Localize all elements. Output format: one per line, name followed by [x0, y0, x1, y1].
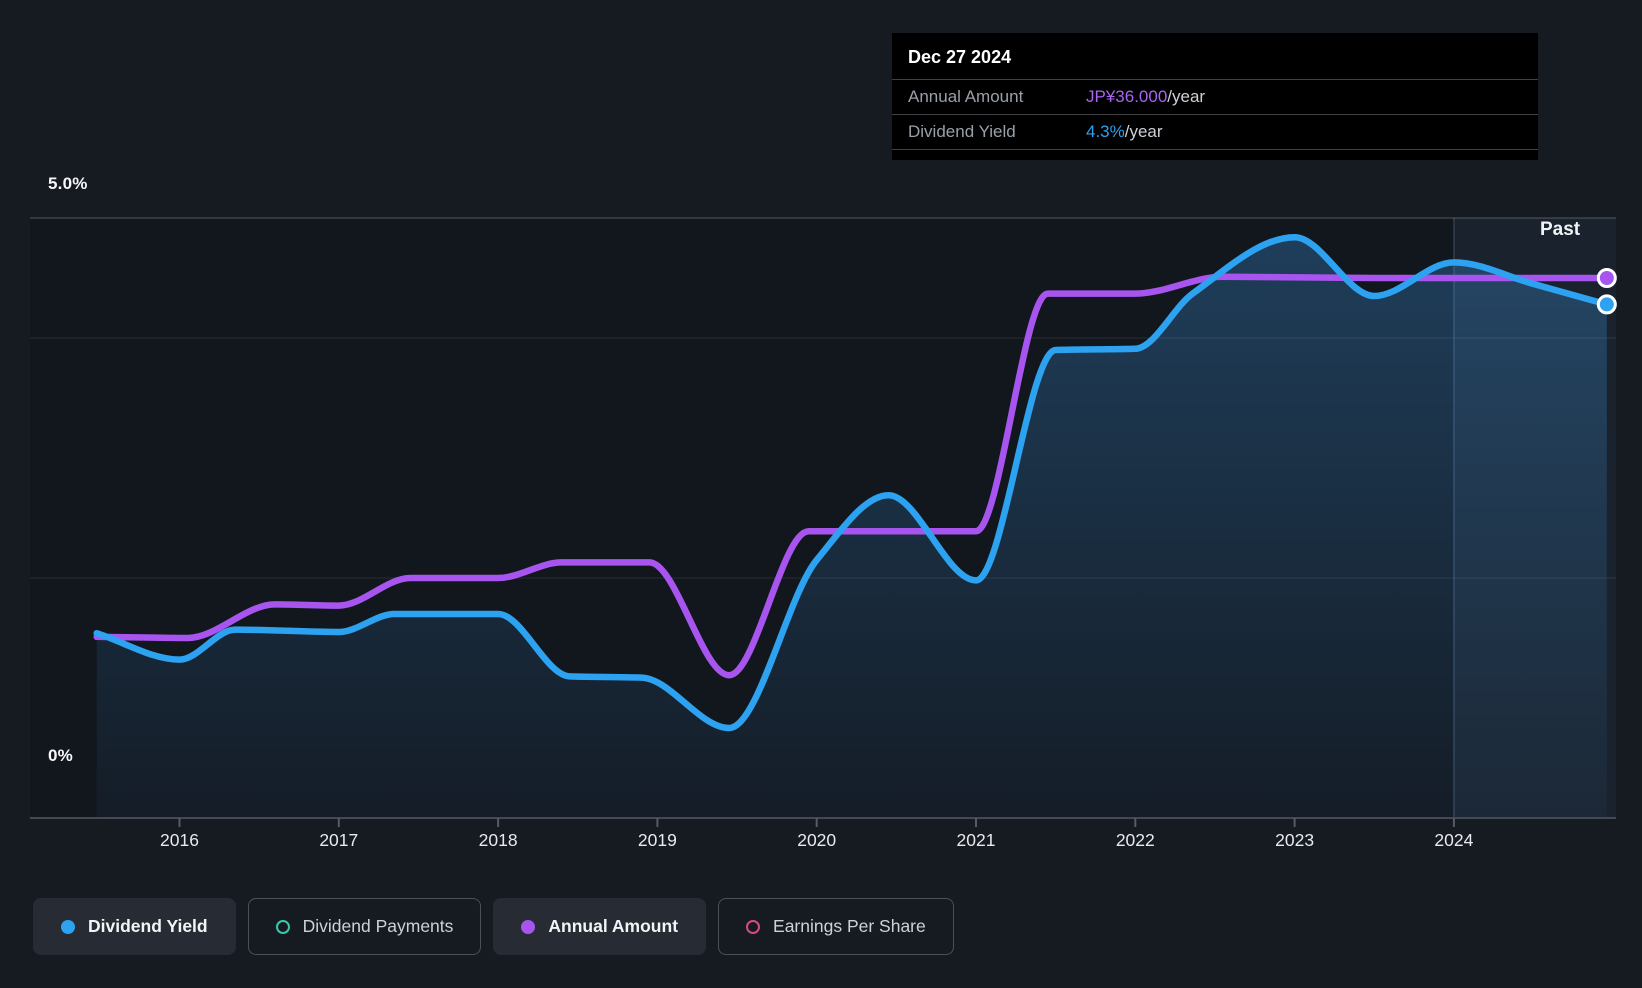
y-axis-label-max: 5.0%	[48, 174, 88, 193]
dividend-payments-ring-icon	[275, 919, 290, 934]
dividend-yield-dot-icon	[61, 919, 75, 934]
legend-toggle-dividend-yield[interactable]: Dividend Yield	[33, 898, 236, 955]
legend-label: Earnings Per Share	[773, 916, 926, 936]
tooltip-value: JP¥36.000	[1086, 87, 1168, 106]
chart-tooltip: Dec 27 2024 Annual Amount JP¥36.000/year D…	[892, 33, 1538, 160]
legend-toggle-dividend-payments[interactable]: Dividend Payments	[247, 898, 482, 955]
legend-label: Dividend Yield	[88, 916, 208, 936]
annual-amount-end-dot	[1596, 268, 1617, 288]
tooltip-label: Annual Amount	[908, 87, 1024, 106]
x-axis-label-2019: 2019	[637, 830, 677, 850]
tooltip-row-dividend-yield: Dividend Yield 4.3%/year	[892, 114, 1538, 150]
x-axis-label-2021: 2021	[956, 830, 996, 850]
legend-label: Dividend Payments	[302, 916, 454, 936]
x-axis-ticks	[178, 818, 1455, 827]
y-axis-label-zero: 0%	[48, 746, 73, 765]
x-axis-label-2024: 2024	[1434, 830, 1474, 850]
annual-amount-dot-icon	[521, 919, 536, 934]
tooltip-value-suffix: /year	[1167, 87, 1206, 106]
x-axis-label-2017: 2017	[319, 830, 359, 850]
x-axis-labels: 2016 2017 2018 2019 2020 2021 2022 2023 2024	[0, 830, 1642, 860]
chart-legend: Dividend Yield Dividend Payments Annual Am…	[33, 898, 954, 955]
dividend-yield-end-dot	[1596, 294, 1617, 315]
x-axis-label-2023: 2023	[1275, 830, 1315, 850]
x-axis-label-2018: 2018	[478, 830, 518, 850]
tooltip-row-annual-amount: Annual Amount JP¥36.000/year	[892, 79, 1538, 114]
x-axis-label-2016: 2016	[160, 830, 199, 850]
tooltip-label: Dividend Yield	[908, 122, 1016, 141]
dividend-yield-area	[96, 237, 1607, 818]
dividend-yield-line	[93, 233, 1611, 732]
legend-toggle-annual-amount[interactable]: Annual Amount	[493, 898, 707, 955]
tooltip-value: 4.3%	[1086, 122, 1125, 141]
past-label: Past	[1540, 219, 1581, 240]
tooltip-value-suffix: /year	[1124, 122, 1163, 141]
tooltip-date: Dec 27 2024	[908, 47, 1012, 67]
x-axis-label-2020: 2020	[797, 830, 837, 850]
tooltip-rows: Annual Amount JP¥36.000/year Dividend Yiel…	[892, 79, 1538, 150]
earnings-per-share-ring-icon	[746, 919, 761, 934]
legend-label: Annual Amount	[548, 916, 679, 936]
legend-toggle-earnings-per-share[interactable]: Earnings Per Share	[718, 898, 954, 955]
x-axis-label-2022: 2022	[1115, 830, 1155, 850]
